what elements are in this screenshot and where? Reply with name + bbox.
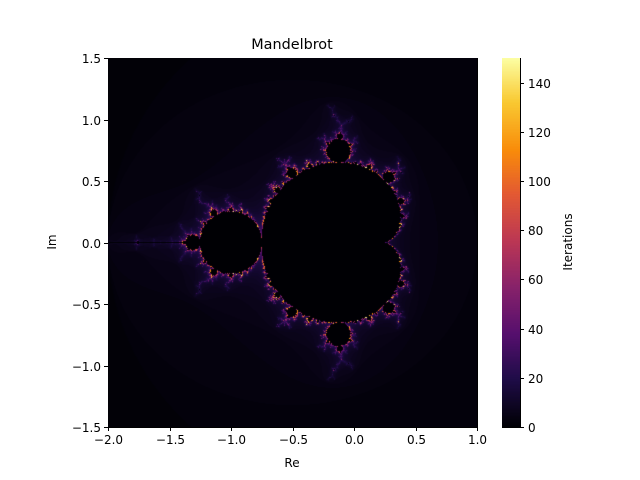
colorbar-tick-label: 0 <box>528 421 536 435</box>
y-tick-label: 0.0 <box>82 237 101 251</box>
colorbar-tick-label: 100 <box>528 175 551 189</box>
y-tick-label: 1.5 <box>82 52 101 66</box>
x-tick-label: −2.0 <box>94 433 123 447</box>
mandelbrot-heatmap <box>108 58 477 427</box>
x-tick-label: −1.5 <box>156 433 185 447</box>
colorbar-tick-label: 20 <box>528 372 543 386</box>
colorbar-tick-label: 60 <box>528 273 543 287</box>
x-axis-label: Re <box>284 456 299 470</box>
x-tick-label: 1.0 <box>468 433 487 447</box>
colorbar-gradient <box>502 58 520 427</box>
y-tick-label: −1.5 <box>72 421 101 435</box>
y-axis-label: Im <box>45 234 59 249</box>
y-axis: −1.5 −1.0 −0.5 0.0 0.5 1.0 1.5 <box>72 52 108 435</box>
x-tick-label: 0.5 <box>407 433 426 447</box>
y-tick-label: 0.5 <box>82 175 101 189</box>
x-tick-label: 0.0 <box>345 433 364 447</box>
x-tick-label: −1.0 <box>217 433 246 447</box>
colorbar-axis: 0 20 40 60 80 100 120 140 <box>520 77 551 435</box>
x-axis: −2.0 −1.5 −1.0 −0.5 0.0 0.5 1.0 <box>94 427 487 447</box>
y-tick-label: −0.5 <box>72 298 101 312</box>
colorbar-tick-label: 120 <box>528 126 551 140</box>
x-tick-label: −0.5 <box>279 433 308 447</box>
colorbar-label: Iterations <box>561 213 575 270</box>
colorbar-tick-label: 80 <box>528 224 543 238</box>
colorbar-tick-label: 40 <box>528 323 543 337</box>
y-tick-label: −1.0 <box>72 360 101 374</box>
chart-title: Mandelbrot <box>251 37 333 53</box>
y-tick-label: 1.0 <box>82 114 101 128</box>
colorbar-tick-label: 140 <box>528 77 551 91</box>
